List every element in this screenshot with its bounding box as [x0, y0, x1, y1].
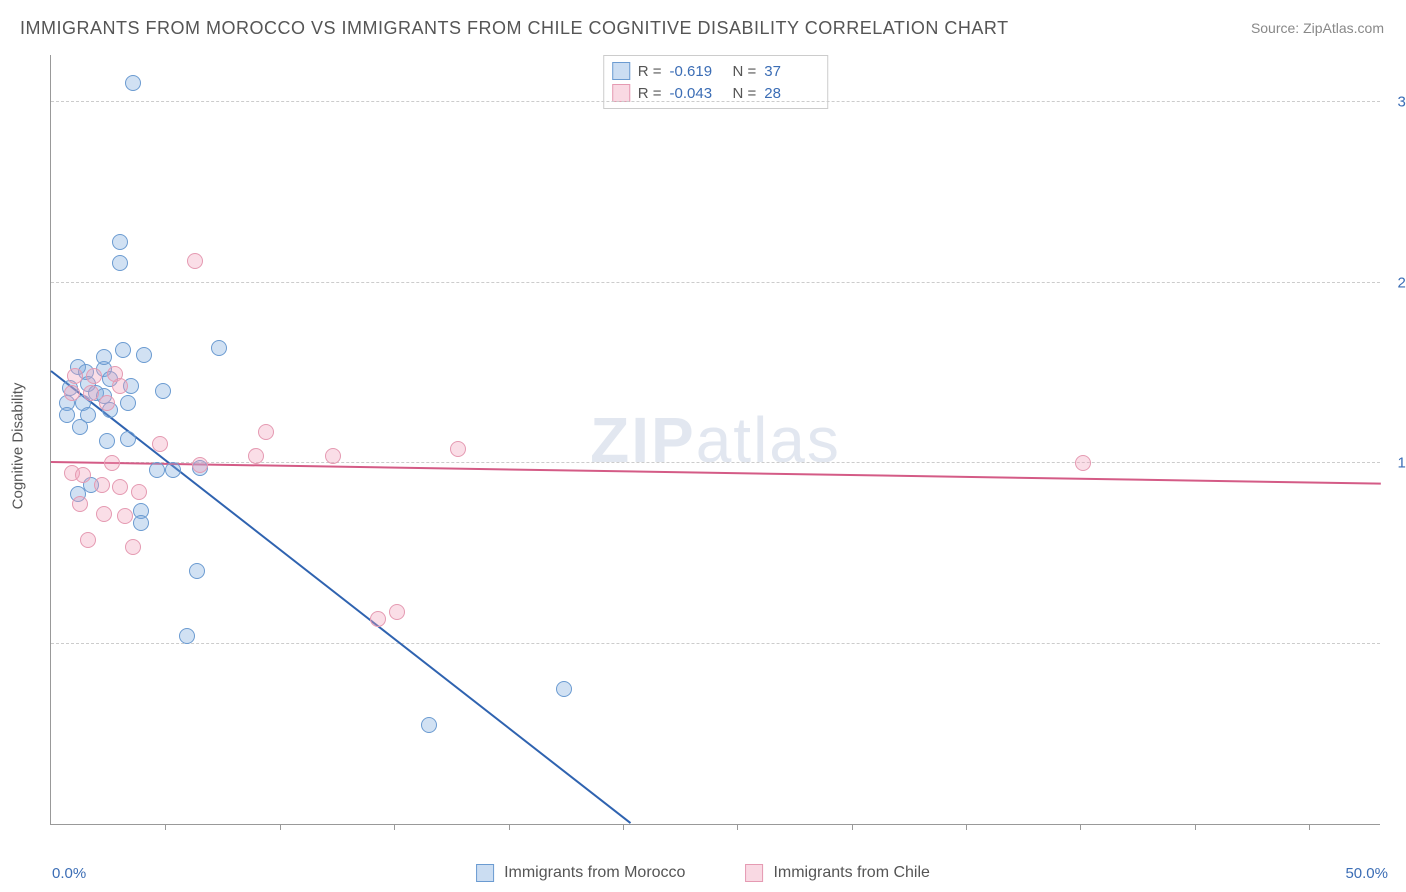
x-tick [1309, 824, 1310, 830]
x-tick [1080, 824, 1081, 830]
point-chile [86, 368, 102, 384]
point-morocco [189, 563, 205, 579]
gridline-h [51, 282, 1380, 283]
r-value-chile: -0.043 [670, 85, 725, 102]
point-chile [67, 368, 83, 384]
point-morocco [133, 515, 149, 531]
legend-swatch-chile [745, 864, 763, 882]
point-chile [152, 436, 168, 452]
legend-item-chile: Immigrants from Chile [745, 864, 929, 882]
source-name: ZipAtlas.com [1303, 20, 1384, 36]
y-axis-label: Cognitive Disability [10, 383, 27, 510]
y-tick-label: 30.0% [1397, 94, 1406, 111]
y-tick-label: 15.0% [1397, 455, 1406, 472]
point-morocco [149, 462, 165, 478]
n-label: N = [733, 63, 757, 80]
legend-label-chile: Immigrants from Chile [773, 864, 929, 882]
x-tick [1195, 824, 1196, 830]
source-attribution: Source: ZipAtlas.com [1251, 20, 1384, 36]
point-chile [187, 253, 203, 269]
point-chile [83, 385, 99, 401]
point-chile [131, 484, 147, 500]
gridline-h [51, 101, 1380, 102]
point-morocco [165, 462, 181, 478]
x-axis-max-label: 50.0% [1345, 865, 1388, 882]
point-morocco [99, 433, 115, 449]
point-morocco [179, 628, 195, 644]
point-morocco [112, 234, 128, 250]
point-morocco [211, 340, 227, 356]
source-label: Source: [1251, 20, 1299, 36]
point-chile [389, 604, 405, 620]
point-morocco [155, 383, 171, 399]
point-chile [72, 496, 88, 512]
point-chile [370, 611, 386, 627]
swatch-chile [612, 84, 630, 102]
point-morocco [72, 419, 88, 435]
point-chile [325, 448, 341, 464]
trend-line-chile [51, 461, 1381, 485]
point-chile [94, 477, 110, 493]
bottom-legend: Immigrants from Morocco Immigrants from … [476, 864, 930, 882]
x-tick [737, 824, 738, 830]
gridline-h [51, 643, 1380, 644]
point-morocco [96, 349, 112, 365]
point-chile [192, 457, 208, 473]
chart-title: IMMIGRANTS FROM MOROCCO VS IMMIGRANTS FR… [20, 18, 1009, 39]
x-tick [623, 824, 624, 830]
point-chile [125, 539, 141, 555]
point-chile [1075, 455, 1091, 471]
point-chile [248, 448, 264, 464]
point-chile [258, 424, 274, 440]
r-label: R = [638, 85, 662, 102]
point-morocco [115, 342, 131, 358]
n-value-chile: 28 [764, 85, 819, 102]
n-value-morocco: 37 [764, 63, 819, 80]
point-chile [99, 395, 115, 411]
plot-area: ZIPatlas R = -0.619 N = 37 R = -0.043 N … [50, 55, 1380, 825]
watermark-rest: atlas [696, 404, 841, 476]
point-chile [117, 508, 133, 524]
point-chile [112, 378, 128, 394]
watermark-bold: ZIP [590, 404, 696, 476]
n-label: N = [733, 85, 757, 102]
point-chile [80, 532, 96, 548]
point-chile [450, 441, 466, 457]
point-morocco [136, 347, 152, 363]
swatch-morocco [612, 62, 630, 80]
x-tick [966, 824, 967, 830]
x-tick [280, 824, 281, 830]
point-morocco [120, 395, 136, 411]
point-morocco [120, 431, 136, 447]
point-morocco [112, 255, 128, 271]
legend-swatch-morocco [476, 864, 494, 882]
x-tick [165, 824, 166, 830]
point-chile [96, 506, 112, 522]
point-chile [104, 455, 120, 471]
stats-row-morocco: R = -0.619 N = 37 [612, 60, 820, 82]
x-axis-min-label: 0.0% [52, 865, 86, 882]
point-chile [64, 385, 80, 401]
r-label: R = [638, 63, 662, 80]
point-morocco [59, 407, 75, 423]
point-morocco [421, 717, 437, 733]
y-tick-label: 22.5% [1397, 274, 1406, 291]
x-tick [509, 824, 510, 830]
legend-label-morocco: Immigrants from Morocco [504, 864, 685, 882]
legend-item-morocco: Immigrants from Morocco [476, 864, 685, 882]
point-morocco [125, 75, 141, 91]
r-value-morocco: -0.619 [670, 63, 725, 80]
watermark: ZIPatlas [590, 403, 841, 477]
x-tick [852, 824, 853, 830]
point-chile [112, 479, 128, 495]
trend-line-morocco [50, 370, 631, 824]
x-tick [394, 824, 395, 830]
point-chile [75, 467, 91, 483]
point-morocco [556, 681, 572, 697]
